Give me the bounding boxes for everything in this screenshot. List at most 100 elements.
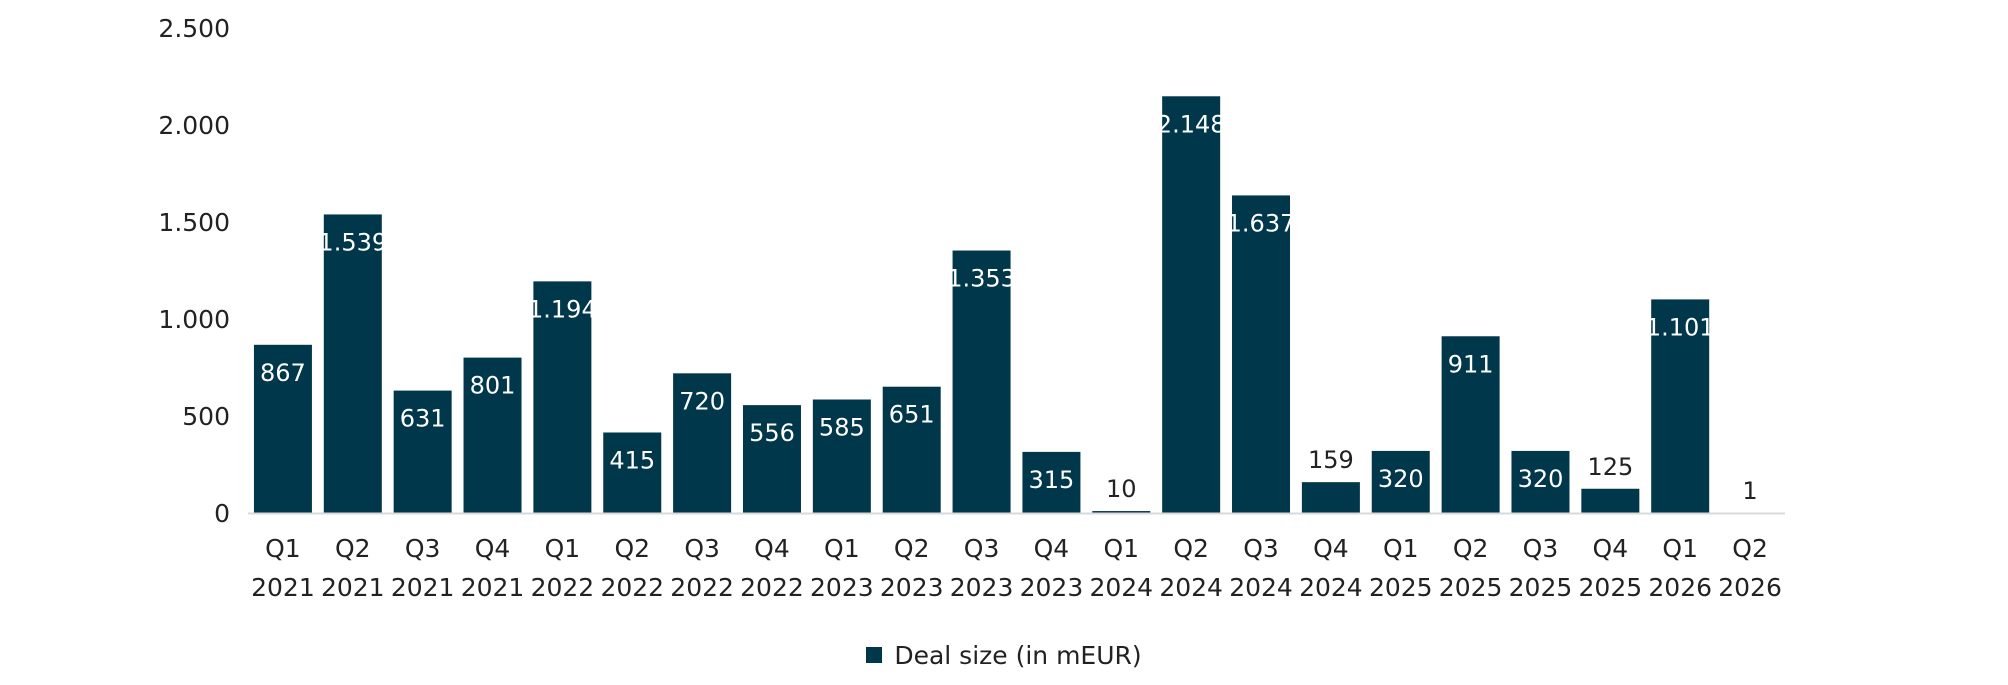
y-tick-label: 500 xyxy=(182,402,230,431)
legend: Deal size (in mEUR) xyxy=(0,640,2008,670)
x-tick-label-year: 2021 xyxy=(251,573,315,602)
x-tick-label-quarter: Q3 xyxy=(964,534,1000,563)
x-tick-label-quarter: Q4 xyxy=(1034,534,1070,563)
bar xyxy=(1581,488,1640,513)
bar xyxy=(253,344,312,513)
data-label: 911 xyxy=(1448,350,1494,378)
x-tick-label-quarter: Q3 xyxy=(1523,534,1559,563)
legend-label: Deal size (in mEUR) xyxy=(894,640,1142,670)
x-tick-label-year: 2023 xyxy=(810,573,874,602)
x-tick-label-year: 2022 xyxy=(600,573,664,602)
bar xyxy=(1371,450,1430,513)
bar xyxy=(1232,195,1291,513)
x-tick-label-year: 2022 xyxy=(531,573,595,602)
data-label: 867 xyxy=(260,359,306,387)
data-label: 1.194 xyxy=(528,295,597,323)
bar xyxy=(393,390,452,513)
bar xyxy=(1301,482,1360,513)
x-tick-label-quarter: Q4 xyxy=(1313,534,1349,563)
data-label: 415 xyxy=(609,446,655,474)
y-tick-label: 1.000 xyxy=(158,305,230,334)
data-label: 651 xyxy=(889,401,935,429)
x-tick-label-quarter: Q2 xyxy=(614,534,650,563)
x-tick-label-year: 2023 xyxy=(950,573,1014,602)
bars: 867 1.539 631 801 1.194 415 720 556 585 651 1.353 3… xyxy=(253,96,1780,514)
data-label: 585 xyxy=(819,414,865,442)
bar xyxy=(323,214,382,513)
bar xyxy=(882,386,941,513)
y-tick-label: 2.500 xyxy=(158,14,230,43)
bar xyxy=(952,250,1011,513)
x-tick-label-quarter: Q4 xyxy=(1593,534,1629,563)
x-tick-label-year: 2023 xyxy=(1020,573,1084,602)
data-label: 1 xyxy=(1742,477,1757,505)
x-tick-label-quarter: Q4 xyxy=(475,534,511,563)
bar xyxy=(1022,451,1081,513)
bar xyxy=(603,432,662,513)
x-tick-label-year: 2024 xyxy=(1159,573,1223,602)
data-label: 1.353 xyxy=(947,265,1016,293)
data-label: 320 xyxy=(1378,465,1424,493)
data-label: 720 xyxy=(679,387,725,415)
x-tick-label-quarter: Q1 xyxy=(824,534,860,563)
x-tick-label-year: 2025 xyxy=(1439,573,1503,602)
bar xyxy=(463,357,522,513)
data-label: 556 xyxy=(749,419,795,447)
x-tick-label-year: 2024 xyxy=(1229,573,1293,602)
x-tick-label-quarter: Q3 xyxy=(684,534,720,563)
x-tick-label-quarter: Q3 xyxy=(1243,534,1279,563)
y-tick-label: 1.500 xyxy=(158,208,230,237)
bar xyxy=(1651,299,1710,513)
bar xyxy=(1511,450,1570,513)
x-tick-label-year: 2021 xyxy=(321,573,385,602)
x-tick-label-quarter: Q3 xyxy=(405,534,441,563)
y-axis: 0 500 1.000 1.500 2.000 2.500 xyxy=(158,14,230,528)
x-tick-label-year: 2022 xyxy=(740,573,804,602)
x-tick-label-quarter: Q1 xyxy=(1103,534,1139,563)
x-tick-label-year: 2026 xyxy=(1648,573,1712,602)
bar xyxy=(812,399,871,513)
x-tick-label-year: 2021 xyxy=(461,573,525,602)
x-tick-label-year: 2024 xyxy=(1089,573,1153,602)
y-tick-label: 2.000 xyxy=(158,111,230,140)
data-label: 125 xyxy=(1587,453,1633,481)
data-label: 320 xyxy=(1518,465,1564,493)
x-tick-label-quarter: Q2 xyxy=(1173,534,1209,563)
data-label: 159 xyxy=(1308,446,1354,474)
x-tick-label-quarter: Q2 xyxy=(1453,534,1489,563)
x-tick-label-year: 2021 xyxy=(391,573,455,602)
data-label: 631 xyxy=(400,405,446,433)
data-label: 801 xyxy=(470,372,516,400)
data-label: 1.101 xyxy=(1646,313,1715,341)
data-label: 1.539 xyxy=(318,228,387,256)
data-label: 315 xyxy=(1029,466,1075,494)
x-tick-label-quarter: Q1 xyxy=(1383,534,1419,563)
bar xyxy=(533,281,592,513)
x-tick-label-year: 2026 xyxy=(1718,573,1782,602)
x-tick-label-quarter: Q1 xyxy=(265,534,301,563)
x-tick-label-year: 2025 xyxy=(1369,573,1433,602)
bar xyxy=(673,373,732,513)
y-tick-label: 0 xyxy=(214,499,230,528)
x-tick-label-quarter: Q4 xyxy=(754,534,790,563)
x-axis: Q1 2021 Q2 2021 Q3 2021 Q4 2021 Q1 2022 Q2 2022 Q3 20… xyxy=(248,512,1785,602)
x-tick-label-quarter: Q2 xyxy=(335,534,371,563)
x-tick-label-quarter: Q2 xyxy=(1732,534,1768,563)
bar xyxy=(742,405,801,513)
x-tick-label-year: 2024 xyxy=(1299,573,1363,602)
data-label: 10 xyxy=(1106,475,1137,503)
x-tick-label-year: 2022 xyxy=(670,573,734,602)
x-tick-label-year: 2025 xyxy=(1579,573,1643,602)
x-tick-label-quarter: Q1 xyxy=(1662,534,1698,563)
bar xyxy=(1162,96,1221,514)
x-tick-label-quarter: Q1 xyxy=(545,534,581,563)
x-tick-label-year: 2023 xyxy=(880,573,944,602)
x-tick-label-quarter: Q2 xyxy=(894,534,930,563)
bar xyxy=(1441,336,1500,513)
bar xyxy=(1092,511,1151,513)
data-label: 1.637 xyxy=(1227,209,1296,237)
legend-swatch xyxy=(866,647,883,663)
x-tick-label-year: 2025 xyxy=(1509,573,1573,602)
data-label: 2.148 xyxy=(1157,110,1226,138)
